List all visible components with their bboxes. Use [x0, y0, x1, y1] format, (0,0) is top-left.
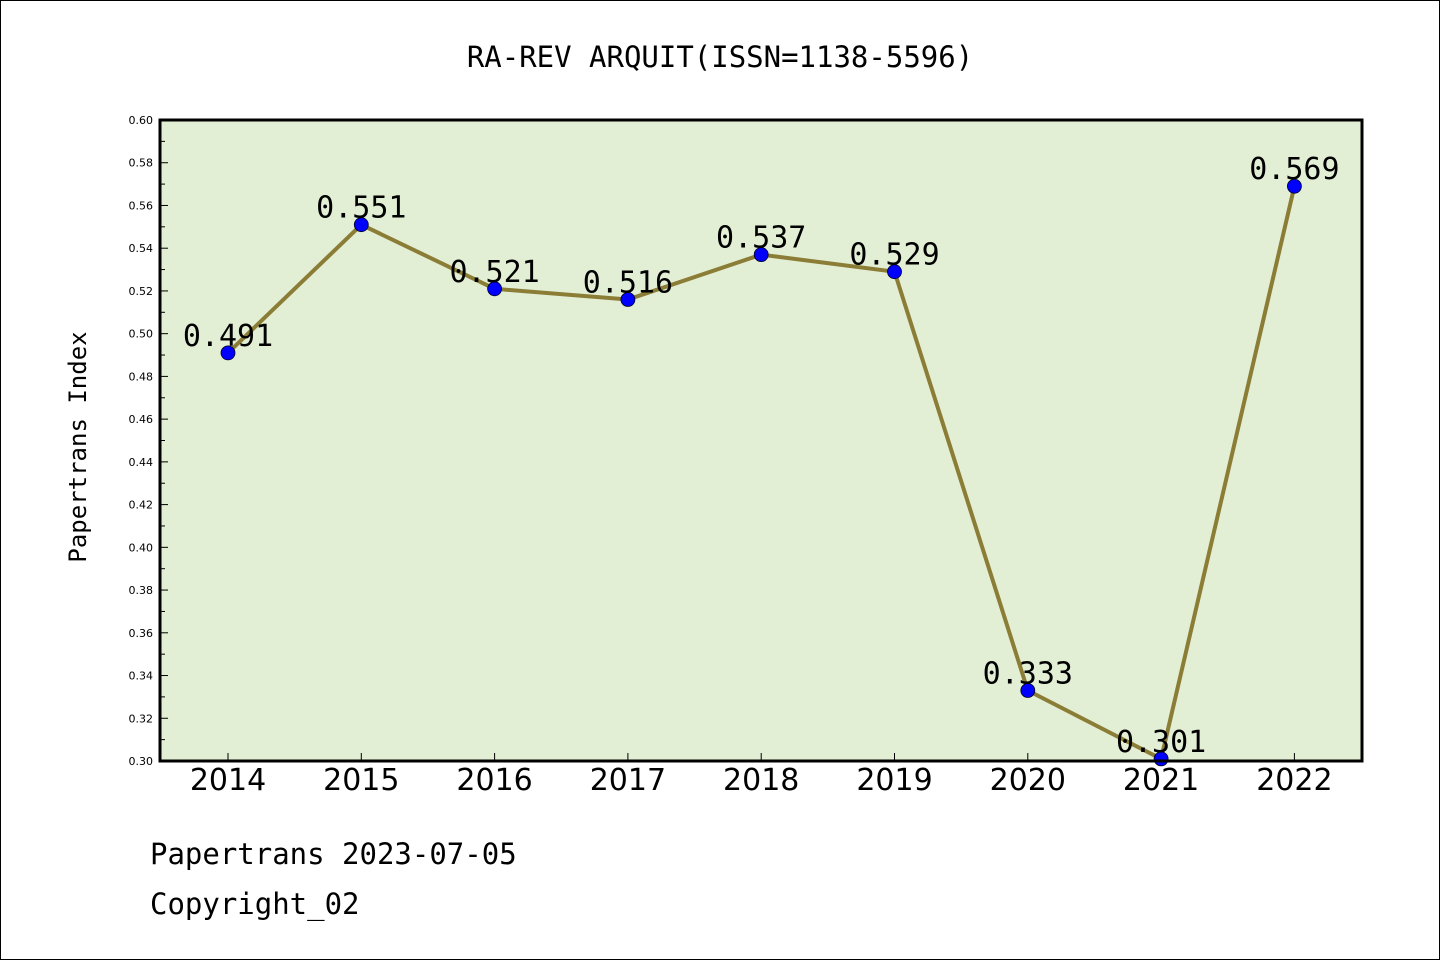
- x-axis: 2014 2015 2016 2017 2018 2019 2020 2021 2022: [190, 753, 1333, 798]
- data-label: 0.333: [983, 656, 1073, 691]
- y-tick-label: 0.34: [129, 670, 154, 683]
- y-tick-label: 0.50: [129, 328, 154, 341]
- x-tick-label: 2019: [856, 763, 932, 798]
- data-label: 0.521: [449, 255, 539, 290]
- y-tick-label: 0.36: [129, 627, 154, 640]
- footer-date: Papertrans 2023-07-05: [150, 837, 517, 871]
- y-tick-label: 0.48: [129, 370, 154, 383]
- data-point: [353, 217, 369, 233]
- y-tick-label: 0.56: [129, 199, 154, 212]
- y-tick-label: 0.30: [129, 755, 154, 768]
- data-point: [1020, 683, 1036, 698]
- data-point: [1287, 178, 1302, 194]
- data-point: [753, 247, 769, 263]
- plot-border: [158, 118, 1364, 763]
- y-tick-label: 0.42: [129, 499, 154, 512]
- data-point: [487, 281, 503, 297]
- data-label: 0.491: [183, 319, 273, 354]
- footer-copyright: Copyright_02: [150, 887, 360, 922]
- x-tick-label: 2016: [456, 763, 532, 798]
- data-point: [620, 292, 636, 307]
- x-tick-label: 2017: [590, 763, 666, 798]
- y-tick-label: 0.44: [129, 456, 154, 469]
- data-point: [887, 264, 902, 280]
- y-axis: 0.30 0.32 0.34 0.36 0.38 0.40 0.42 0.44 0.46 0.48…: [129, 114, 168, 768]
- data-label: 0.551: [316, 191, 406, 226]
- x-tick-label: 2014: [190, 763, 266, 798]
- data-label: 0.516: [583, 265, 673, 300]
- data-label: 0.537: [716, 221, 806, 256]
- y-tick-label: 0.38: [129, 584, 154, 597]
- x-tick-label: 2022: [1256, 763, 1332, 798]
- y-tick-label: 0.54: [129, 242, 154, 255]
- x-tick-label: 2021: [1123, 763, 1199, 798]
- y-tick-label: 0.60: [129, 114, 154, 127]
- y-tick-label: 0.46: [129, 413, 154, 426]
- y-tick-label: 0.40: [129, 541, 154, 554]
- data-label: 0.529: [849, 238, 939, 273]
- y-tick-label: 0.32: [129, 712, 154, 725]
- x-tick-label: 2015: [323, 763, 399, 798]
- data-label: 0.569: [1249, 152, 1339, 187]
- y-tick-label: 0.52: [129, 285, 154, 298]
- data-label: 0.301: [1116, 725, 1206, 760]
- x-tick-label: 2020: [990, 763, 1066, 798]
- series-markers: [220, 178, 1302, 767]
- y-axis-label: Papertrans Index: [64, 331, 92, 562]
- data-point: [220, 345, 236, 361]
- data-labels: 0.491 0.551 0.521 0.516 0.537 0.529 0.333 0.301…: [183, 152, 1340, 760]
- y-tick-label: 0.58: [129, 157, 154, 170]
- chart-title: RA-REV ARQUIT(ISSN=1138-5596): [467, 40, 973, 74]
- x-tick-label: 2018: [723, 763, 799, 798]
